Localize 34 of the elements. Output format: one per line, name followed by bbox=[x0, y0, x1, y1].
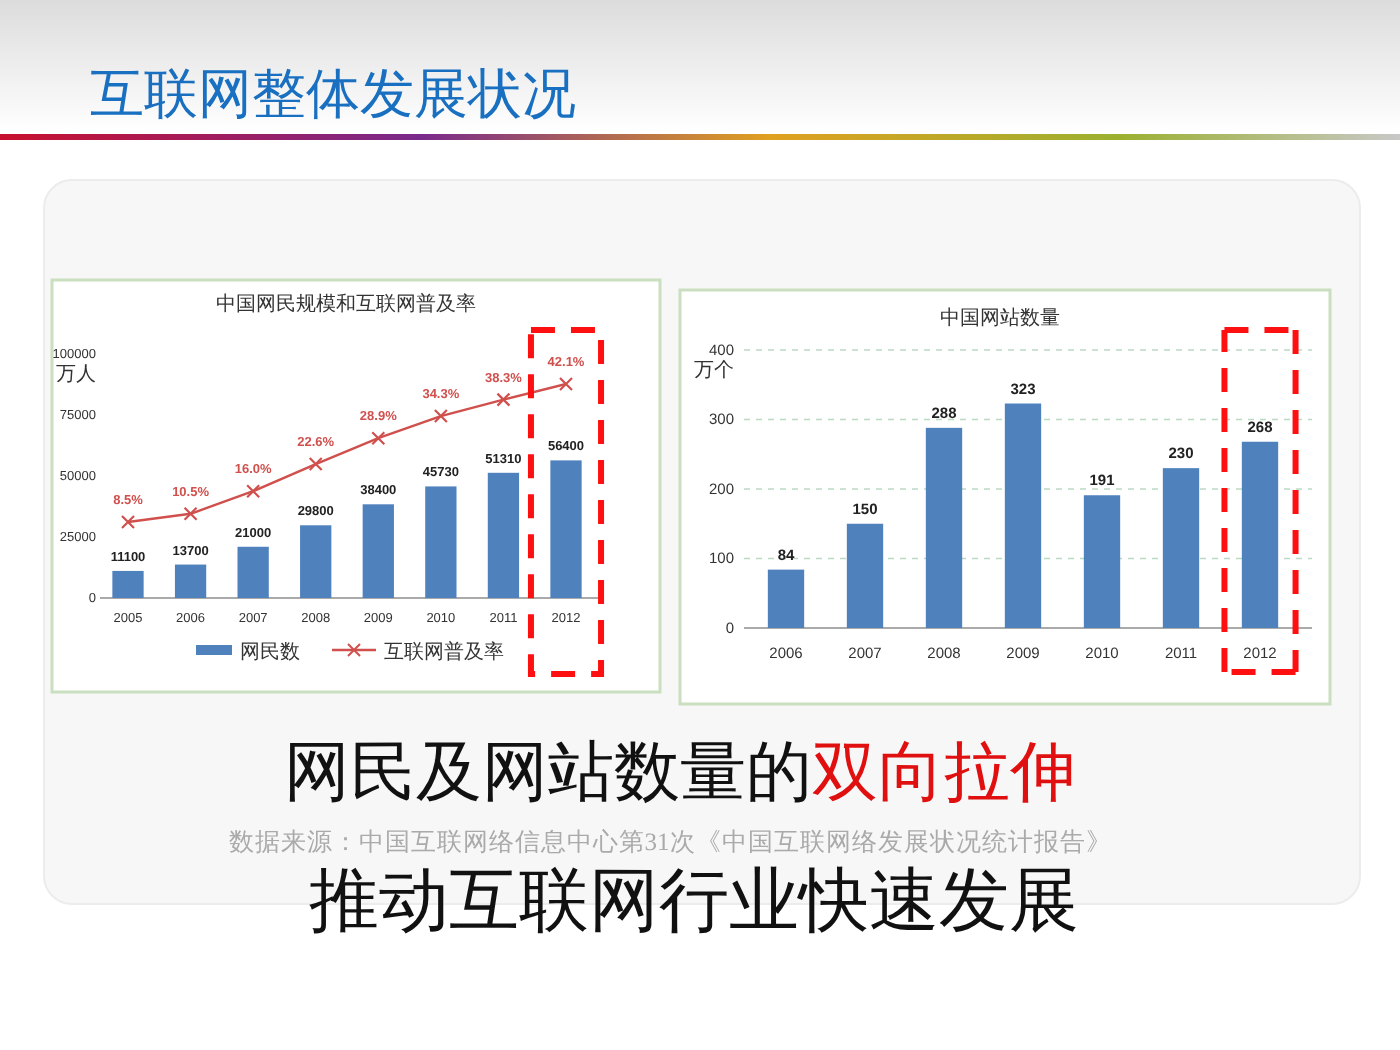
legend-label: 网民数 bbox=[240, 642, 300, 664]
y-axis-title: 万人 bbox=[56, 364, 96, 386]
bar bbox=[767, 569, 805, 628]
bar bbox=[1083, 495, 1121, 628]
point bbox=[120, 514, 136, 530]
source-note: 数据来源：中国互联网络信息中心第31次《中国互联网络发展状况统计报告》 bbox=[228, 826, 1112, 856]
point bbox=[371, 431, 386, 446]
bar bbox=[1241, 441, 1279, 628]
bar bbox=[174, 564, 207, 598]
bar bbox=[237, 546, 269, 598]
text: 互联网整体发展状况 bbox=[90, 64, 576, 126]
point bbox=[558, 376, 574, 392]
y-axis-title: 万个 bbox=[694, 358, 734, 382]
legend-label: 互联网普及率 bbox=[384, 640, 504, 664]
bar bbox=[1004, 403, 1042, 628]
point bbox=[183, 506, 198, 521]
text: 推动互联网行业快速发展 bbox=[309, 862, 1079, 940]
bar bbox=[550, 460, 582, 598]
point bbox=[433, 408, 448, 424]
bar bbox=[362, 504, 394, 598]
bar bbox=[112, 570, 144, 598]
point bbox=[246, 484, 261, 499]
point bbox=[308, 456, 323, 472]
bar bbox=[487, 472, 520, 598]
bar bbox=[425, 486, 457, 598]
bar bbox=[300, 525, 332, 598]
text: 双向拉伸 bbox=[812, 738, 1076, 810]
bar bbox=[846, 523, 884, 628]
bar bbox=[925, 427, 963, 628]
point bbox=[496, 392, 511, 407]
bar bbox=[1162, 468, 1200, 628]
chart-title: 中国网民规模和互联网普及率 bbox=[216, 292, 476, 316]
chart-title: 中国网站数量 bbox=[940, 306, 1060, 330]
text: 网民及网站数量的 bbox=[284, 738, 812, 810]
